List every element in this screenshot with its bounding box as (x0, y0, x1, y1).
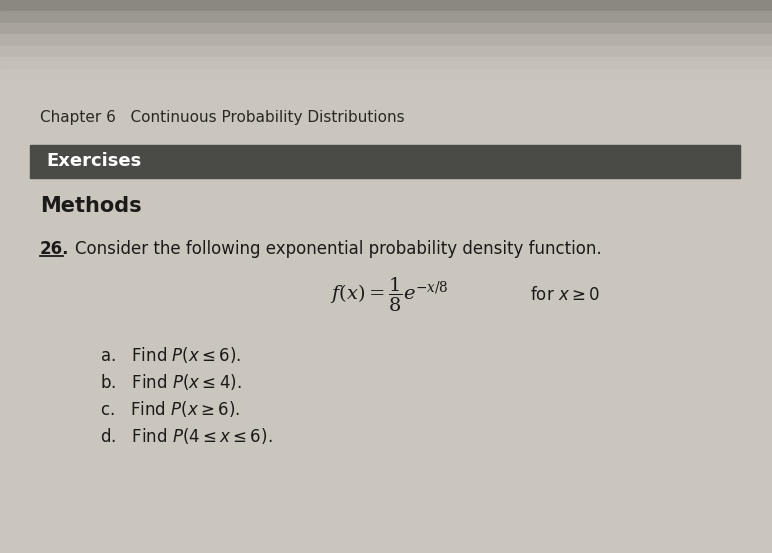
Bar (30, 145, 740, 178)
Text: Exercises: Exercises (46, 153, 141, 170)
Bar (0, 69, 772, 80)
Text: d.   Find $P(4 \leq x \leq 6)$.: d. Find $P(4 \leq x \leq 6)$. (100, 426, 273, 446)
Bar (0, 12, 772, 23)
Bar (0, 23, 772, 34)
Text: $f(x) = \dfrac{1}{8}e^{-x/8}$: $f(x) = \dfrac{1}{8}e^{-x/8}$ (330, 276, 449, 314)
Text: Consider the following exponential probability density function.: Consider the following exponential proba… (75, 240, 601, 258)
Text: a.   Find $P(x \leq 6)$.: a. Find $P(x \leq 6)$. (100, 345, 241, 365)
Text: Methods: Methods (40, 196, 141, 216)
Bar (0, 46, 772, 57)
Bar (0, 80, 772, 553)
Bar (0, 57, 772, 69)
Text: Chapter 6   Continuous Probability Distributions: Chapter 6 Continuous Probability Distrib… (40, 110, 405, 125)
Bar (0, 34, 772, 46)
Text: c.   Find $P(x \geq 6)$.: c. Find $P(x \geq 6)$. (100, 399, 240, 419)
Text: b.   Find $P(x \leq 4)$.: b. Find $P(x \leq 4)$. (100, 372, 242, 392)
Text: 26.: 26. (40, 240, 69, 258)
Bar (0, 0, 772, 12)
Text: for $x \geq 0$: for $x \geq 0$ (530, 286, 600, 304)
